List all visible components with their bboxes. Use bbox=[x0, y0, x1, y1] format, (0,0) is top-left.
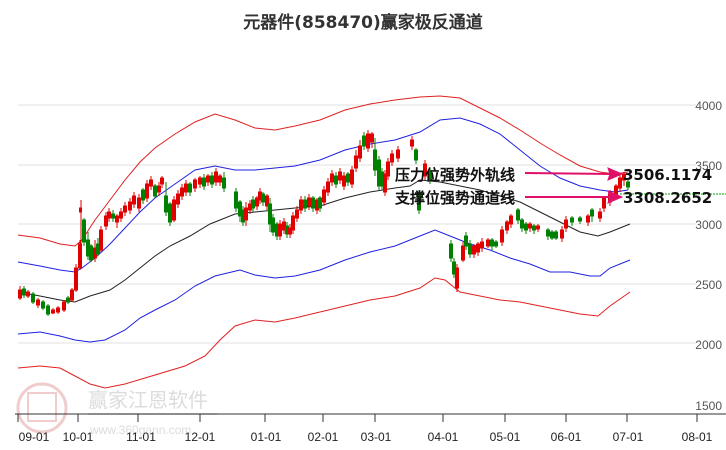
x-tick-labels: 09-01 10-01 11-01 12-01 01-01 02-01 03-0… bbox=[19, 430, 713, 444]
svg-text:06-01: 06-01 bbox=[551, 430, 582, 444]
svg-text:3000: 3000 bbox=[695, 218, 722, 232]
resistance-label: 压力位强势外轨线 bbox=[395, 166, 515, 184]
chart-title: 元器件(858470)赢家极反通道 bbox=[243, 13, 483, 33]
svg-text:07-01: 07-01 bbox=[613, 430, 644, 444]
outer-lower-band bbox=[17, 277, 631, 389]
support-label: 支撑位强势通道线 bbox=[394, 189, 515, 207]
svg-text:10-01: 10-01 bbox=[63, 430, 94, 444]
svg-text:11-01: 11-01 bbox=[126, 430, 156, 444]
watermark: 赢家江恩软件 www.360gann.com bbox=[16, 382, 218, 437]
svg-text:08-01: 08-01 bbox=[682, 430, 713, 444]
svg-text:1500: 1500 bbox=[695, 399, 722, 413]
svg-text:02-01: 02-01 bbox=[308, 430, 339, 444]
candlesticks bbox=[18, 130, 630, 316]
svg-text:2000: 2000 bbox=[695, 338, 722, 352]
x-axis bbox=[15, 413, 726, 422]
svg-text:3500: 3500 bbox=[695, 159, 722, 173]
y-axis: 4000 3500 3000 2500 2000 1500 bbox=[695, 99, 722, 413]
grid bbox=[18, 104, 696, 344]
svg-text:12-01: 12-01 bbox=[185, 430, 216, 444]
svg-text:01-01: 01-01 bbox=[251, 430, 282, 444]
svg-text:www.360gann.com: www.360gann.com bbox=[89, 423, 191, 437]
svg-text:09-01: 09-01 bbox=[19, 430, 50, 444]
svg-text:04-01: 04-01 bbox=[428, 430, 459, 444]
annotation-arrows bbox=[524, 167, 624, 204]
outer-upper-band bbox=[17, 95, 629, 247]
support-value: 3308.2652 bbox=[623, 189, 712, 207]
svg-text:4000: 4000 bbox=[695, 99, 722, 113]
svg-text:05-01: 05-01 bbox=[490, 430, 521, 444]
svg-text:03-01: 03-01 bbox=[361, 430, 392, 444]
resistance-value: 3506.1174 bbox=[623, 166, 712, 184]
inner-lower-band bbox=[17, 229, 631, 343]
svg-text:赢家江恩软件: 赢家江恩软件 bbox=[88, 388, 208, 412]
svg-text:2500: 2500 bbox=[695, 278, 722, 292]
